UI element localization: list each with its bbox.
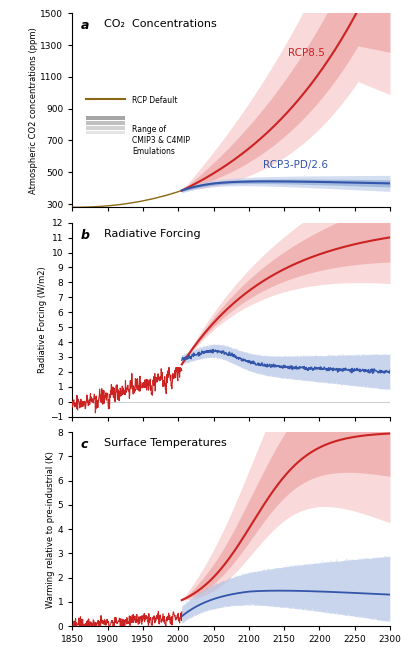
Text: RCP8.5: RCP8.5	[288, 48, 324, 58]
Text: Radiative Forcing: Radiative Forcing	[104, 228, 200, 238]
Y-axis label: Atmospheric CO2 concentrations (ppm): Atmospheric CO2 concentrations (ppm)	[28, 27, 37, 194]
Text: RCP Default: RCP Default	[132, 96, 177, 105]
Y-axis label: Radiative Forcing (W/m2): Radiative Forcing (W/m2)	[38, 266, 47, 373]
Text: a: a	[80, 19, 89, 32]
Text: Surface Temperatures: Surface Temperatures	[104, 438, 226, 448]
Y-axis label: Warming relative to pre-industrial (K): Warming relative to pre-industrial (K)	[46, 451, 55, 607]
Text: RCP3-PD/2.6: RCP3-PD/2.6	[262, 161, 327, 170]
Text: b: b	[80, 228, 89, 242]
Text: CO₂  Concentrations: CO₂ Concentrations	[104, 19, 216, 29]
Text: c: c	[80, 438, 87, 451]
Text: Range of
CMIP3 & C4MIP
Emulations: Range of CMIP3 & C4MIP Emulations	[132, 125, 190, 156]
